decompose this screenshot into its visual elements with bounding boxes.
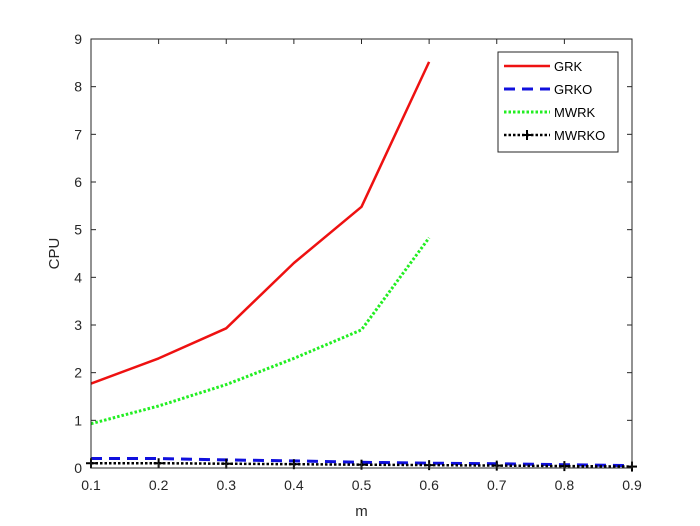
y-tick-label: 1 [74,412,82,428]
axes-layer: 0.1 0.2 0.3 0.4 0.5 0.6 0.7 0.8 0.9 0 1 2 3 4 5 6 7 8 9 m CP… [46,31,642,520]
x-tick-label: 0.7 [487,477,507,493]
y-tick-label: 3 [74,317,82,333]
x-axis-label: m [355,503,368,520]
y-tick-label: 2 [74,365,82,381]
x-tick-label: 0.1 [81,477,101,493]
y-tick-label: 7 [74,126,82,142]
legend-label: MWRKO [554,128,605,143]
x-tick-label: 0.2 [149,477,169,493]
y-tick-label: 6 [74,174,82,190]
legend-label: MWRK [554,105,595,120]
x-tick-label: 0.8 [555,477,575,493]
x-tick-label: 0.4 [284,477,304,493]
legend-item-grk: GRK [504,59,583,74]
y-tick-label: 9 [74,31,82,47]
legend-item-mwrko: MWRKO [504,128,605,143]
x-tick-label: 0.6 [419,477,439,493]
y-tick-label: 0 [74,460,82,476]
legend-item-grko: GRKO [504,82,592,97]
y-axis-label: CPU [46,238,63,270]
y-tick-label: 5 [74,222,82,238]
x-tick-label: 0.3 [217,477,237,493]
series-line-grk [90,61,431,385]
legend: GRK GRKO MWRK MWRKO [497,51,619,153]
x-tick-label: 0.9 [622,477,642,493]
legend-item-mwrk: MWRK [504,105,595,120]
x-tick-label: 0.5 [352,477,372,493]
legend-label: GRKO [554,82,592,97]
y-tick-label: 4 [74,269,82,285]
y-tick-label: 8 [74,79,82,95]
series-line-mwrk [90,236,431,426]
legend-label: GRK [554,59,583,74]
